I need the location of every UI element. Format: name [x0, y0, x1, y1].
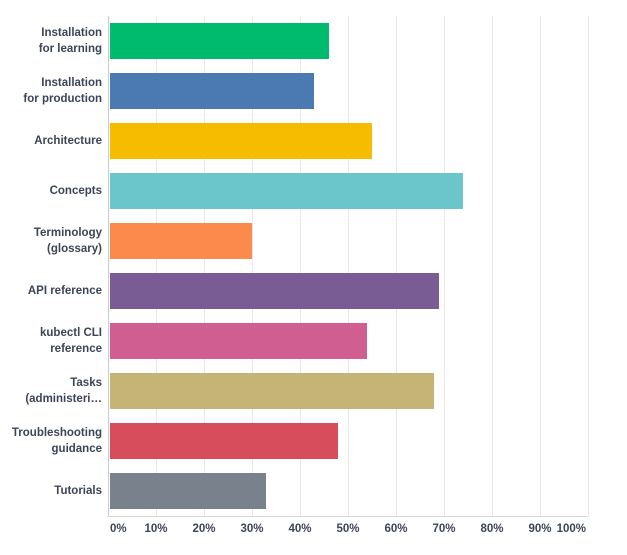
category-labels: Installation for learning Installation for …	[0, 16, 102, 516]
category-label: Tutorials	[0, 466, 102, 516]
x-tick-label: 20%	[192, 523, 216, 535]
category-label-line: Tutorials	[54, 485, 102, 497]
bar-9	[110, 423, 339, 459]
category-label: Concepts	[0, 166, 102, 216]
x-tick-label: 40%	[288, 523, 312, 535]
x-tick-label: 70%	[432, 523, 456, 535]
gridline	[492, 16, 493, 516]
gridline	[540, 16, 541, 516]
bar-2	[110, 73, 315, 109]
x-axis: 0% 10% 20% 30% 40% 50% 60% 70% 80% 90% 100%	[0, 523, 627, 545]
category-label: Installation for learning	[0, 16, 102, 66]
category-label: kubectl CLI reference	[0, 316, 102, 366]
bar-4	[110, 173, 464, 209]
category-label-line: (administeri…	[25, 393, 102, 405]
category-label-line: (glossary)	[47, 243, 102, 255]
y-axis-line	[108, 16, 109, 516]
category-label-line: for learning	[38, 43, 102, 55]
category-label-line: Troubleshooting	[11, 427, 102, 439]
category-label-line: kubectl CLI	[40, 327, 102, 339]
category-label-line: API reference	[27, 285, 102, 297]
x-axis-line	[107, 516, 588, 517]
x-tick-label: 100%	[556, 523, 586, 535]
bar-5	[110, 223, 252, 259]
category-label: Tasks (administeri…	[0, 366, 102, 416]
category-label-line: Tasks	[70, 377, 102, 389]
gridline	[588, 16, 589, 516]
category-label: Installation for production	[0, 66, 102, 116]
bar-7	[110, 323, 368, 359]
gridline	[396, 16, 397, 516]
gridline	[204, 16, 205, 516]
category-label-line: for production	[23, 93, 102, 105]
x-tick-label: 80%	[480, 523, 504, 535]
category-label-line: Architecture	[34, 135, 102, 147]
gridline	[156, 16, 157, 516]
category-label-line: Installation	[41, 77, 102, 89]
category-label-line: Concepts	[49, 185, 102, 197]
x-tick-label: 10%	[144, 523, 168, 535]
gridline	[348, 16, 349, 516]
category-label-line: Installation	[41, 27, 102, 39]
gridline	[252, 16, 253, 516]
x-tick-label: 30%	[240, 523, 264, 535]
bar-6	[110, 273, 440, 309]
category-label: Architecture	[0, 116, 102, 166]
category-label: API reference	[0, 266, 102, 316]
bar-3	[110, 123, 372, 159]
gridline	[444, 16, 445, 516]
gridline	[300, 16, 301, 516]
plot-area	[108, 16, 589, 516]
bar-1	[110, 23, 329, 59]
bar-8	[110, 373, 435, 409]
x-tick-label: 0%	[110, 523, 127, 535]
category-label: Troubleshooting guidance	[0, 416, 102, 466]
x-tick-label: 60%	[384, 523, 408, 535]
category-label-line: guidance	[51, 443, 102, 455]
category-label-line: reference	[50, 343, 102, 355]
category-label: Terminology (glossary)	[0, 216, 102, 266]
category-label-line: Terminology	[33, 227, 102, 239]
x-tick-label: 90%	[528, 523, 552, 535]
x-tick-label: 50%	[336, 523, 360, 535]
bar-10	[110, 473, 267, 509]
